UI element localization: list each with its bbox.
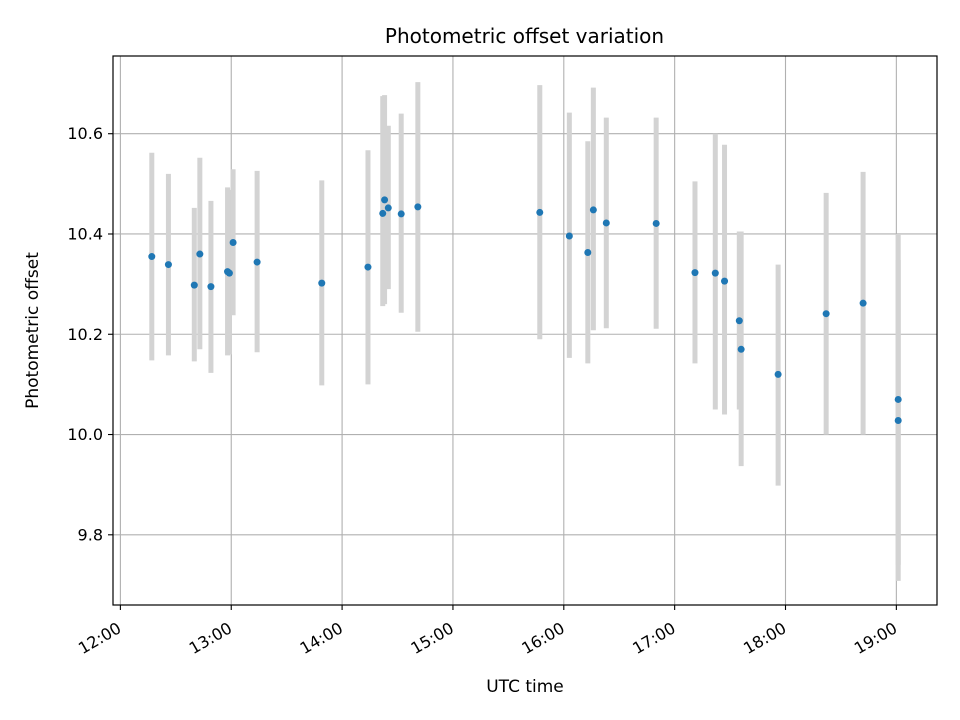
data-point xyxy=(253,258,261,266)
y-tick-label: 10.4 xyxy=(67,224,103,243)
data-points xyxy=(148,196,902,424)
data-point xyxy=(565,232,573,240)
data-point xyxy=(602,219,610,227)
data-point xyxy=(148,253,156,261)
data-point xyxy=(584,249,592,257)
data-point xyxy=(536,208,544,216)
data-point xyxy=(691,269,699,277)
chart-title: Photometric offset variation xyxy=(385,24,664,48)
data-point xyxy=(652,219,660,227)
data-point xyxy=(414,203,422,211)
data-point xyxy=(859,299,867,307)
data-point xyxy=(737,345,745,353)
data-point xyxy=(711,269,719,277)
data-point xyxy=(318,279,326,287)
y-tick-label: 10.2 xyxy=(67,325,103,344)
data-point xyxy=(735,317,743,325)
plot-area-frame xyxy=(112,55,938,606)
data-point xyxy=(381,196,389,204)
data-point xyxy=(894,416,902,424)
x-axis-label: UTC time xyxy=(486,677,564,697)
grid xyxy=(113,56,937,605)
data-point xyxy=(589,206,597,214)
data-point xyxy=(225,269,233,277)
data-point xyxy=(894,395,902,403)
data-point xyxy=(196,250,204,258)
data-point xyxy=(164,261,172,269)
data-point xyxy=(397,210,405,218)
data-point xyxy=(721,277,729,285)
y-axis: 9.8 10.0 10.2 10.4 10.6 xyxy=(67,124,113,544)
data-point xyxy=(364,263,372,271)
data-point xyxy=(822,310,830,318)
data-point xyxy=(207,283,215,291)
data-point xyxy=(774,370,782,378)
data-point xyxy=(379,209,387,217)
y-tick-label: 10.0 xyxy=(67,425,103,444)
y-tick-label: 9.8 xyxy=(78,525,103,544)
y-axis-label: Photometric offset xyxy=(23,252,43,409)
data-point xyxy=(190,281,198,289)
y-tick-label: 10.6 xyxy=(67,124,103,143)
data-point xyxy=(229,239,237,247)
data-point xyxy=(384,204,392,212)
